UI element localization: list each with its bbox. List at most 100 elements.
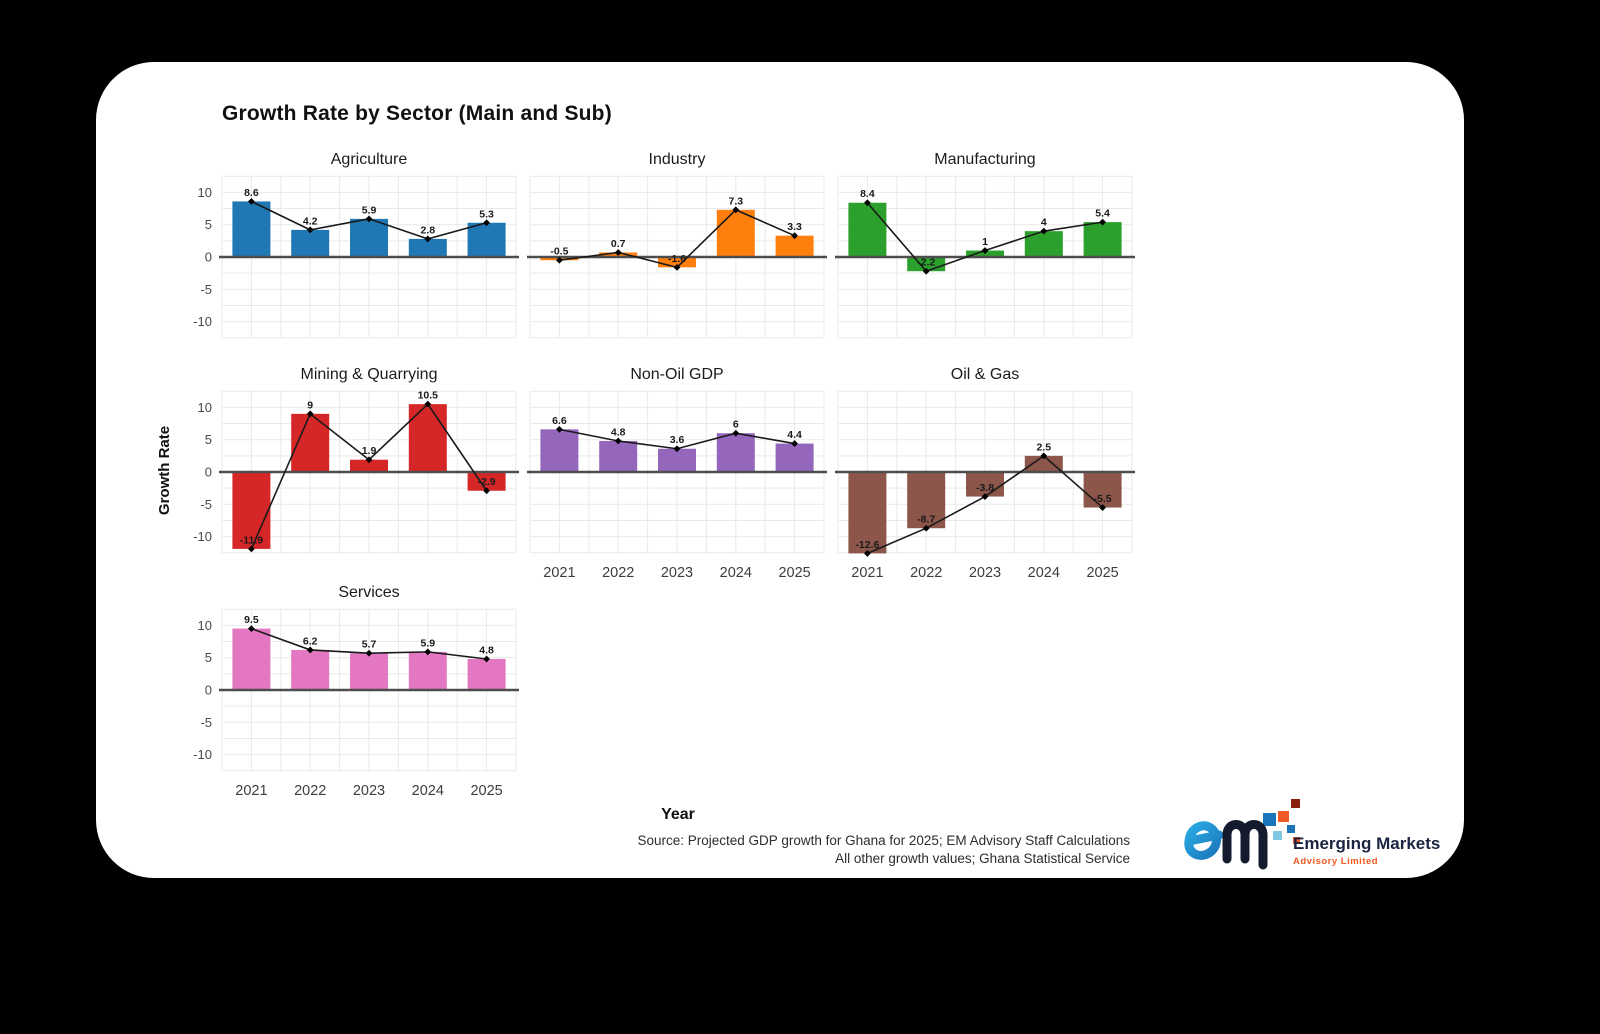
- source-note: Source: Projected GDP growth for Ghana f…: [296, 832, 1131, 867]
- value-label: -12.6: [855, 539, 879, 551]
- value-label: -11.9: [240, 534, 264, 546]
- bar-mining-quarrying-2023: [350, 459, 388, 472]
- bar-services-2021: [232, 628, 271, 690]
- facet-manufacturing: Manufacturing 8.4 -2.2 1 4 5.4: [798, 149, 1135, 341]
- marker: [556, 425, 563, 433]
- marker: [922, 267, 930, 275]
- bar-non-oil-gdp-2023: [658, 448, 696, 472]
- value-label: 9.5: [244, 614, 259, 626]
- x-tick-label: 2022: [602, 565, 634, 581]
- value-label: 7.3: [728, 195, 743, 207]
- bar-oil-gas-2024: [1024, 455, 1063, 472]
- x-tick-label: 2025: [470, 783, 502, 799]
- bar-oil-gas-2022: [907, 472, 946, 529]
- marker: [981, 493, 989, 500]
- value-label: 3.6: [670, 434, 685, 446]
- bar-industry-2023: [658, 257, 696, 268]
- value-label: 2.5: [1036, 441, 1051, 453]
- x-tick-label: 2021: [851, 565, 883, 581]
- bar-agriculture-2023: [350, 218, 388, 257]
- facet-chart-manufacturing: 8.4 -2.2 1 4 5.4: [835, 175, 1135, 339]
- value-label: -2.9: [478, 476, 496, 488]
- y-tick-label: 0: [205, 250, 212, 265]
- x-tick-label: 2024: [720, 565, 752, 581]
- x-tick-label: 2023: [353, 783, 385, 799]
- bar-non-oil-gdp-2025: [775, 443, 814, 472]
- marker: [306, 410, 314, 418]
- facet-grid: Agriculture 8.6 4.2 5.9 2.8 5.3 10 5 0 -5 -10 Indus…: [96, 62, 1464, 878]
- facet-agriculture: Agriculture 8.6 4.2 5.9 2.8 5.3 10 5 0 -5 -10: [182, 149, 519, 341]
- bar-industry-2025: [775, 235, 814, 257]
- y-tick-label: 5: [205, 217, 212, 232]
- bar-non-oil-gdp-2022: [599, 440, 638, 472]
- logo-brand-text: Emerging Markets: [1293, 834, 1440, 853]
- marker: [614, 437, 622, 445]
- marker: [673, 263, 681, 271]
- facet-title-manufacturing: Manufacturing: [934, 151, 1036, 168]
- value-label: 10.5: [418, 390, 439, 402]
- value-label: 4.8: [479, 644, 494, 656]
- value-label: 1.9: [362, 445, 377, 457]
- value-label: 6: [733, 419, 739, 431]
- value-label: 4.4: [787, 429, 802, 441]
- source-line-1: Source: Projected GDP growth for Ghana f…: [637, 833, 1131, 848]
- y-tick-label: -5: [200, 715, 212, 730]
- value-label: 8.4: [860, 188, 875, 200]
- x-tick-label: 2024: [1028, 565, 1060, 581]
- value-label: -0.5: [550, 246, 568, 258]
- value-label: 1: [982, 236, 988, 248]
- marker: [922, 524, 930, 532]
- value-label: 8.6: [244, 187, 259, 199]
- facet-title-industry: Industry: [648, 151, 706, 168]
- y-tick-label: 5: [205, 650, 212, 665]
- value-label: 6.2: [303, 635, 318, 647]
- x-tick-label: 2022: [294, 783, 326, 799]
- facet-chart-industry: -0.5 0.7 -1.6 7.3 3.3: [527, 175, 827, 339]
- facet-mining-quarrying: Mining & Quarrying -11.9 9 1.9 10.5 -2.9 10 5 0-…: [182, 364, 519, 556]
- marker: [306, 226, 314, 234]
- bar-agriculture-2021: [232, 201, 271, 257]
- value-label: 5.3: [479, 208, 494, 220]
- value-label: -1.6: [668, 253, 686, 265]
- value-label: 2.8: [420, 224, 435, 236]
- value-label: -2.2: [917, 257, 935, 269]
- y-tick-label: 0: [205, 465, 212, 480]
- value-label: 5.4: [1095, 208, 1110, 220]
- marker: [483, 219, 490, 227]
- facet-title-oil-gas: Oil & Gas: [950, 366, 1020, 383]
- value-label: 5.7: [362, 639, 377, 651]
- facet-chart-mining-quarrying: -11.9 9 1.9 10.5 -2.9 10 5 0 -5 -10: [193, 390, 519, 554]
- source-line-2: All other growth values; Ghana Statistic…: [835, 850, 1130, 866]
- facet-chart-services: 9.5 6.2 5.7 5.9 4.8 10 5 0 -5 -10 2021 2022 2023 2024…: [193, 608, 519, 799]
- marker: [424, 235, 432, 243]
- x-tick-label: 2023: [661, 565, 693, 581]
- bar-agriculture-2022: [291, 229, 330, 257]
- facet-services: Services 9.5 6.2 5.7 5.9 4.8 10 5 0 -5 -10 2021 2022…: [182, 582, 519, 800]
- y-tick-label: 10: [198, 618, 212, 633]
- bar-oil-gas-2023: [966, 472, 1004, 497]
- facet-non-oil-gdp: Non-Oil GDP 6.6 4.8 3.6 6 4.4 2021 2022 2023 2024…: [490, 364, 827, 582]
- bar-non-oil-gdp-2021: [540, 429, 579, 472]
- marker: [732, 206, 740, 214]
- marker: [483, 655, 490, 663]
- facet-title-services: Services: [338, 584, 400, 601]
- value-label: 0.7: [611, 238, 626, 250]
- x-tick-label: 2021: [543, 565, 575, 581]
- facet-title-non-oil-gdp: Non-Oil GDP: [630, 366, 724, 383]
- x-tick-label: 2025: [778, 565, 810, 581]
- value-label: -3.8: [976, 482, 994, 494]
- marker: [732, 429, 740, 437]
- facet-title-agriculture: Agriculture: [330, 151, 408, 168]
- value-label: 9: [307, 399, 313, 411]
- marker: [556, 256, 563, 264]
- marker: [614, 249, 622, 256]
- value-label: 6.6: [552, 415, 567, 427]
- marker: [248, 545, 255, 553]
- marker: [791, 232, 798, 240]
- logo-graphic: Emerging Markets Advisory Limited: [1184, 799, 1440, 870]
- chart-title: Growth Rate by Sector (Main and Sub): [222, 102, 612, 125]
- x-tick-label: 2023: [969, 565, 1001, 581]
- bar-agriculture-2025: [467, 222, 506, 257]
- y-tick-label: -5: [200, 282, 212, 297]
- marker: [424, 648, 432, 656]
